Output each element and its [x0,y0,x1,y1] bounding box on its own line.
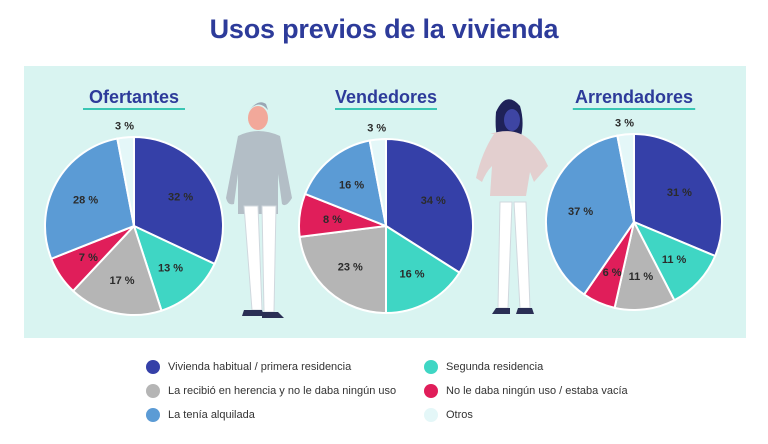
pie-slice-alquilada [545,134,636,296]
legend-item: Vivienda habitual / primera residencia [146,360,351,374]
pie-data-label: 23 % [338,262,363,274]
pie-slice-segunda [132,224,216,312]
pie-title: Ofertantes [89,87,179,107]
woman-illustration [476,99,548,314]
pie-data-label: 3 % [115,120,134,132]
legend-item: No le daba ningún uso / estaba vacía [424,384,628,398]
pie-data-label: 16 % [399,268,424,280]
legend-item: Otros [424,408,473,422]
pie-title: Vendedores [335,87,437,107]
pie-slice-segunda [385,224,461,315]
legend-swatch-otros [424,408,438,422]
legend-label: No le daba ningún uso / estaba vacía [446,385,628,397]
pie-data-label: 17 % [109,275,134,287]
legend-swatch-alquilada [146,408,160,422]
pie-slice-alquilada [44,137,136,261]
page-title: Usos previos de la vivienda [209,14,559,44]
legend-label: Segunda residencia [446,361,544,373]
pie-title: Arrendadores [575,87,693,107]
pie-data-label: 3 % [615,118,634,130]
pie-data-label: 6 % [603,267,622,279]
pie-slice-herencia [71,224,163,316]
legend-label: Otros [446,409,473,421]
pie-slice-alquilada [303,139,388,228]
pie-data-label: 11 % [662,254,687,266]
legend-swatch-segunda [424,360,438,374]
pie-data-label: 31 % [667,187,692,199]
legend-label: La tenía alquilada [168,409,255,421]
pie-data-label: 32 % [168,191,193,203]
legend-label: Vivienda habitual / primera residencia [168,361,352,373]
pie-slice-herencia [298,224,387,315]
pie-data-label: 37 % [568,206,593,218]
pie-data-label: 34 % [421,195,446,207]
legend-swatch-habitual [146,360,160,374]
pie-data-label: 16 % [339,179,364,191]
man-illustration [226,102,292,318]
pie-slice-otros [616,132,635,223]
legend-label: La recibió en herencia y no le daba ning… [168,385,397,397]
pie-slice-otros [368,137,387,227]
pie-data-label: 7 % [79,252,98,264]
pie-slice-habitual [133,135,224,266]
pie-data-label: 13 % [158,262,183,274]
pie-slice-otros [116,135,135,227]
legend-swatch-vacia [424,384,438,398]
legend-item: La recibió en herencia y no le daba ning… [146,384,396,398]
pie-data-label: 28 % [73,194,98,206]
pie-data-label: 8 % [323,214,342,226]
pie-data-label: 11 % [629,271,654,283]
pie-data-label: 3 % [367,122,386,134]
legend: Vivienda habitual / primera residencia S… [146,360,666,430]
legend-item: Segunda residencia [424,360,543,374]
legend-item: La tenía alquilada [146,408,255,422]
pie-slice-habitual [633,132,723,258]
legend-swatch-herencia [146,384,160,398]
